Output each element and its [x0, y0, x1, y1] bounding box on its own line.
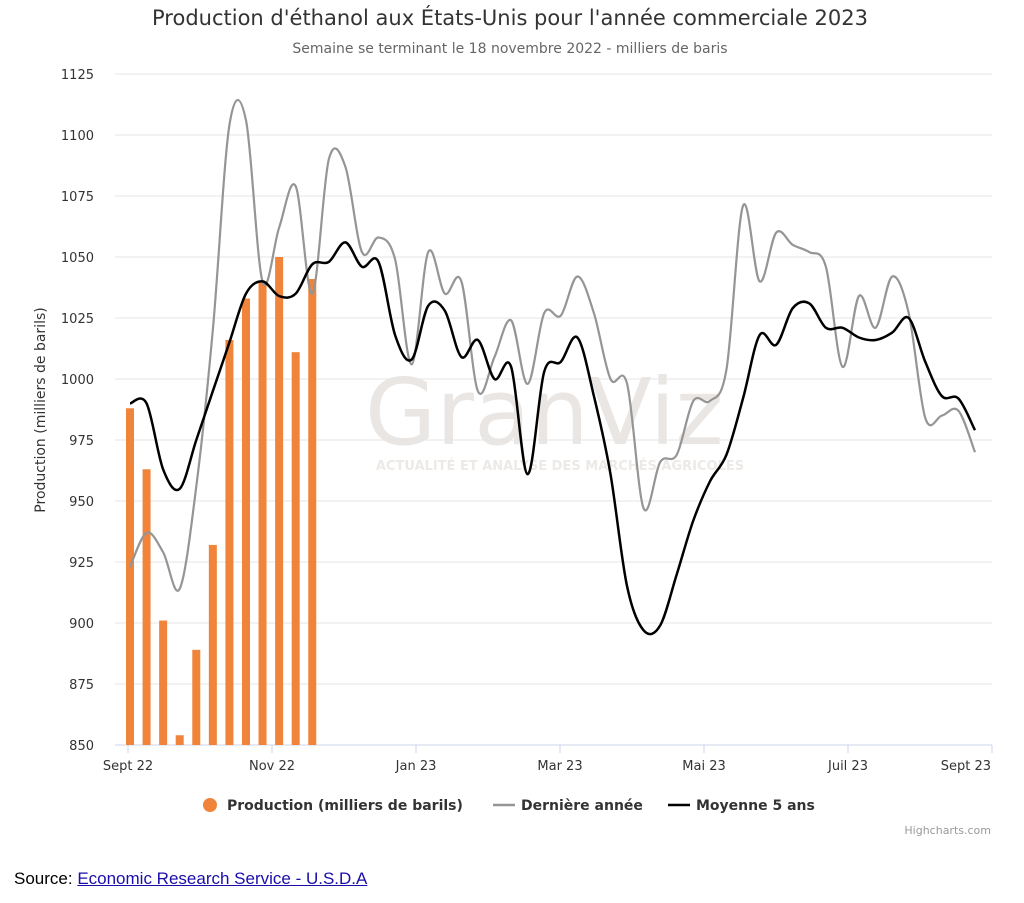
- y-tick-label: 925: [69, 556, 94, 571]
- last-year-line[interactable]: [128, 99, 977, 592]
- legend-item-label[interactable]: Moyenne 5 ans: [696, 798, 815, 814]
- five-year-average-line[interactable]: [129, 241, 977, 636]
- production-bar[interactable]: [241, 298, 250, 745]
- production-bars: [126, 257, 317, 745]
- legend: Production (milliers de barils) Dernière …: [203, 798, 815, 814]
- x-tick-label: Nov 22: [249, 759, 295, 774]
- production-bar[interactable]: [192, 649, 201, 745]
- production-bar[interactable]: [175, 735, 184, 745]
- highcharts-credits[interactable]: Highcharts.com: [904, 824, 991, 837]
- x-tick-label: Mai 23: [682, 759, 725, 774]
- x-tick-label: Sept 23: [941, 759, 991, 774]
- y-tick-label: 1000: [61, 373, 94, 388]
- y-tick-label: 1050: [61, 251, 94, 266]
- chart-subtitle: Semaine se terminant le 18 novembre 2022…: [292, 41, 727, 57]
- production-bar[interactable]: [225, 339, 234, 745]
- source-label: Source:: [14, 869, 78, 888]
- y-tick-label: 1100: [61, 129, 94, 144]
- y-tick-label: 850: [69, 739, 94, 754]
- y-tick-label: 1025: [61, 312, 94, 327]
- x-tick-label: Mar 23: [537, 759, 582, 774]
- production-bar[interactable]: [291, 352, 300, 745]
- x-tick-label: Juil 23: [827, 759, 868, 774]
- source-link[interactable]: Economic Research Service - U.S.D.A: [77, 869, 368, 888]
- x-tick-label: Jan 23: [395, 759, 437, 774]
- source-line: Source: Economic Research Service - U.S.…: [14, 869, 367, 889]
- y-tick-label: 975: [69, 434, 94, 449]
- y-tick-label: 900: [69, 617, 94, 632]
- production-bar[interactable]: [258, 281, 267, 745]
- y-tick-label: 1125: [61, 68, 94, 83]
- x-axis-tick-labels: Sept 22 Nov 22 Jan 23 Mar 23 Mai 23 Juil 23 Se…: [103, 745, 993, 774]
- legend-item-label[interactable]: Production (milliers de barils): [227, 798, 463, 814]
- y-tick-label: 1075: [61, 190, 94, 205]
- production-bar[interactable]: [142, 469, 151, 745]
- chart-title: Production d'éthanol aux États-Unis pour…: [152, 5, 868, 30]
- production-bar[interactable]: [126, 408, 134, 745]
- y-tick-label: 950: [69, 495, 94, 510]
- legend-item-label[interactable]: Dernière année: [521, 798, 643, 814]
- grid-lines: [115, 73, 992, 746]
- production-bar[interactable]: [275, 257, 284, 745]
- y-axis-label: Production (milliers de barils): [33, 307, 49, 512]
- y-axis-tick-labels: 850 875 900 925 950 975 1000 1025 1050 1075 1100 11…: [61, 68, 94, 754]
- ethanol-production-chart: Production d'éthanol aux États-Unis pour…: [33, 5, 993, 837]
- y-tick-label: 875: [69, 678, 94, 693]
- production-bar[interactable]: [159, 620, 168, 745]
- legend-symbol-dot: [203, 798, 217, 812]
- watermark-tagline: ACTUALITÉ ET ANALYSE DES MARCHÉS AGRICOL…: [376, 458, 744, 474]
- production-bar[interactable]: [208, 544, 217, 745]
- x-tick-label: Sept 22: [103, 759, 153, 774]
- production-bar[interactable]: [308, 278, 317, 745]
- series-lines: [128, 99, 977, 636]
